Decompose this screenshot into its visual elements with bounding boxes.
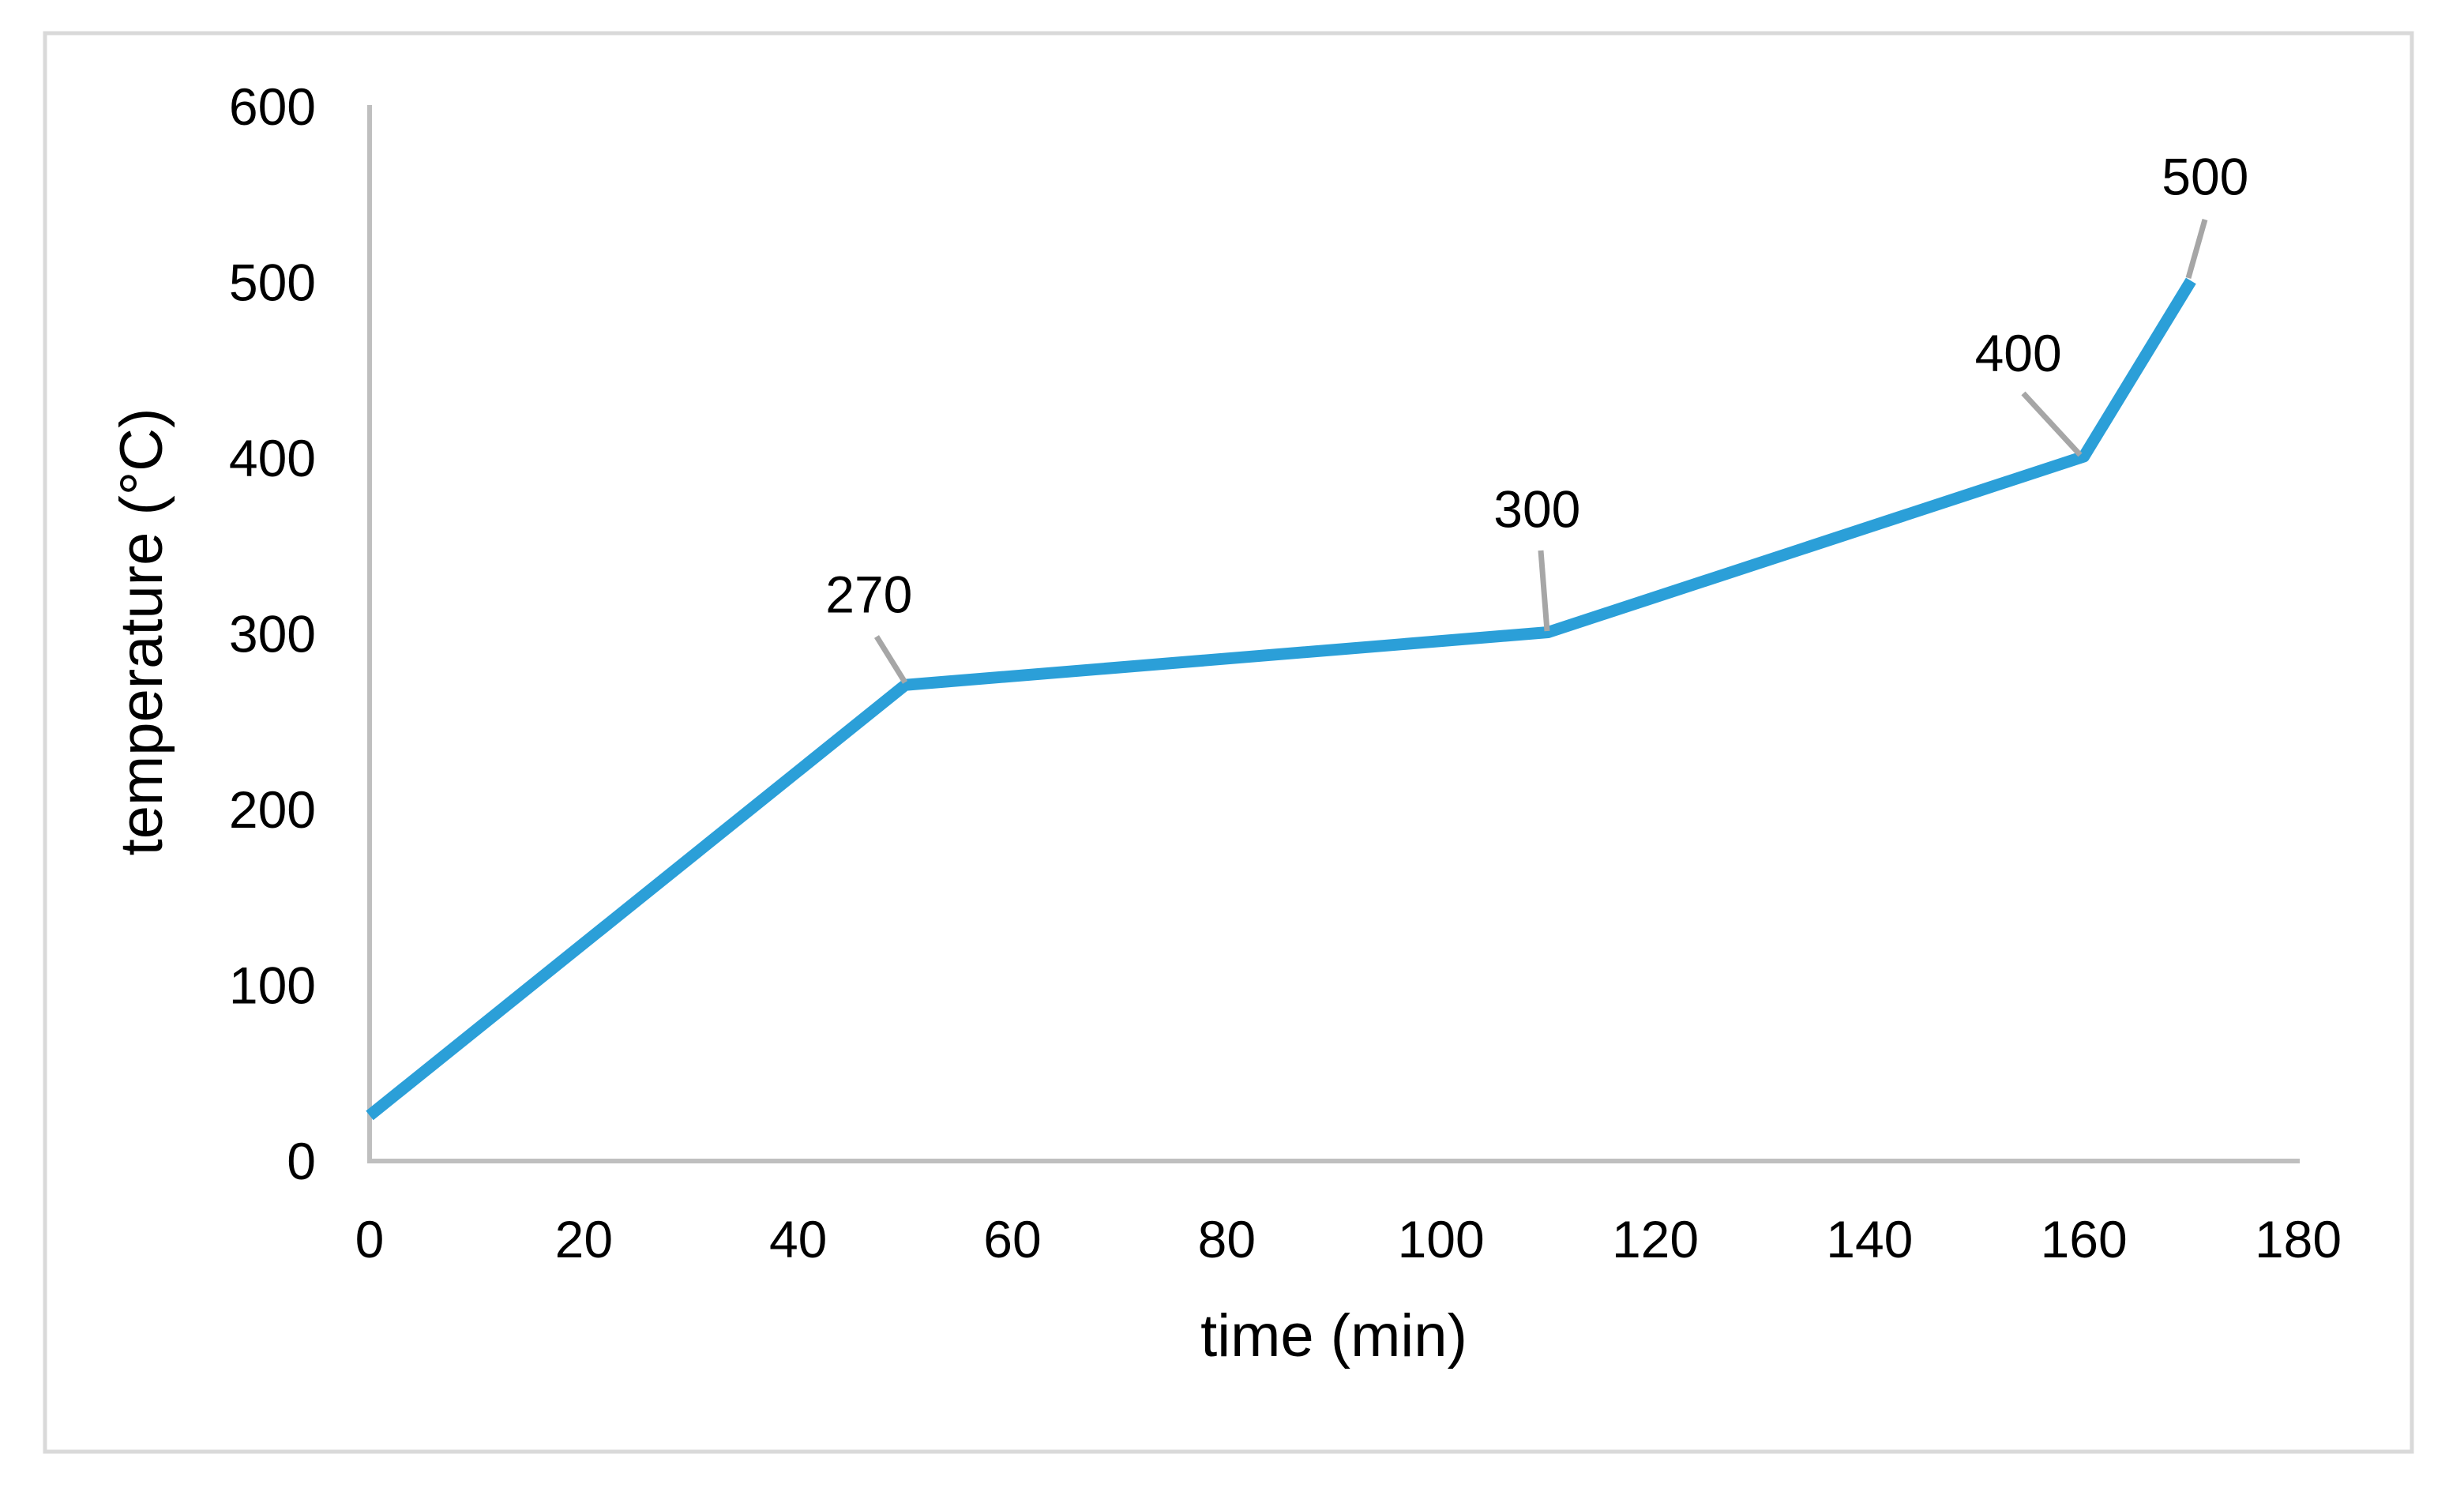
leader-line	[2185, 219, 2208, 279]
x-tick-label: 60	[983, 1210, 1041, 1268]
x-axis-title: time (min)	[1200, 1302, 1467, 1370]
y-tick-label: 500	[229, 254, 316, 312]
figure-border	[43, 31, 2414, 1454]
data-point-label: 400	[1975, 324, 2062, 382]
x-tick-label: 100	[1398, 1210, 1485, 1268]
x-tick-label: 0	[355, 1210, 385, 1268]
data-point-label: 270	[825, 565, 912, 623]
leader-line	[2021, 391, 2083, 457]
x-tick-label: 40	[769, 1210, 827, 1268]
y-tick-label: 600	[229, 77, 316, 136]
data-point-label: 500	[2162, 148, 2248, 206]
x-tick-label: 20	[555, 1210, 613, 1268]
x-tick-label: 120	[1612, 1210, 1699, 1268]
y-tick-label: 0	[287, 1132, 316, 1190]
x-tick-label: 140	[1826, 1210, 1913, 1268]
x-tick-label: 160	[2041, 1210, 2128, 1268]
y-tick-label: 100	[229, 956, 316, 1015]
y-tick-label: 200	[229, 780, 316, 839]
series-line	[366, 277, 2196, 1121]
x-tick-label: 180	[2255, 1210, 2342, 1268]
y-tick-label: 300	[229, 605, 316, 663]
leader-line	[1538, 550, 1550, 632]
y-axis-title: temperature (°C)	[108, 408, 175, 856]
chart-plot-area: 0 20 40 60 80 100 120 140 160 180 0 100 200 300 400 500…	[229, 77, 2342, 1268]
leader-line	[874, 635, 907, 684]
x-tick-label: 80	[1198, 1210, 1256, 1268]
y-tick-label: 400	[229, 429, 316, 487]
data-point-label: 300	[1493, 480, 1580, 539]
